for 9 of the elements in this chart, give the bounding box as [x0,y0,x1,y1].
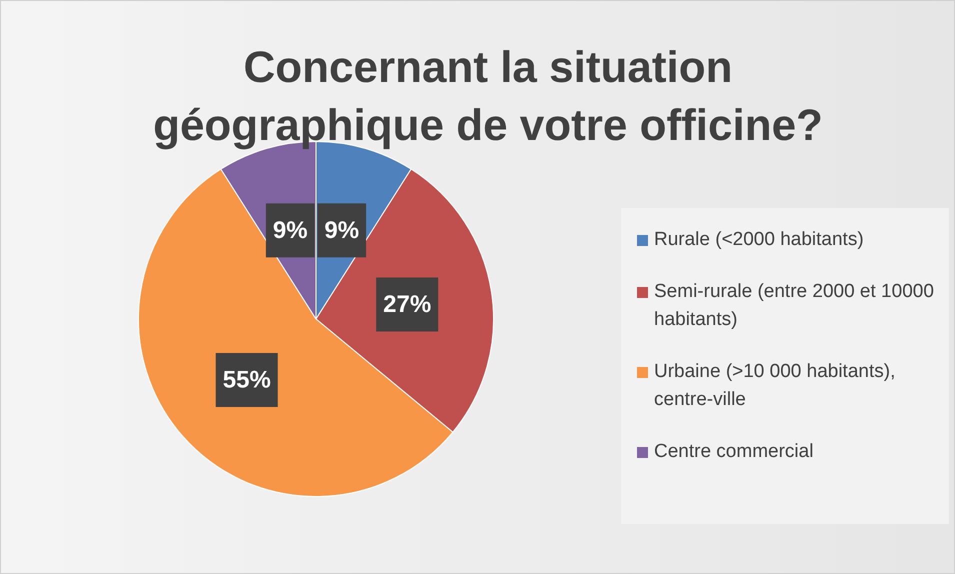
data-label: 9% [324,216,360,244]
data-label: 27% [383,291,432,318]
data-label: 9% [272,216,308,244]
legend-label: Rurale (<2000 habitants) [654,228,864,252]
legend-label: Urbaine (>10 000 habitants), centre-ville [654,360,896,412]
data-label: 55% [222,366,271,394]
legend-label: Centre commercial [654,440,814,464]
legend-label: Semi-rurale (entre 2000 et 10000 habitants) [654,280,935,332]
chart-title: Concernant la situation géographique de votre officine? [152,42,824,152]
